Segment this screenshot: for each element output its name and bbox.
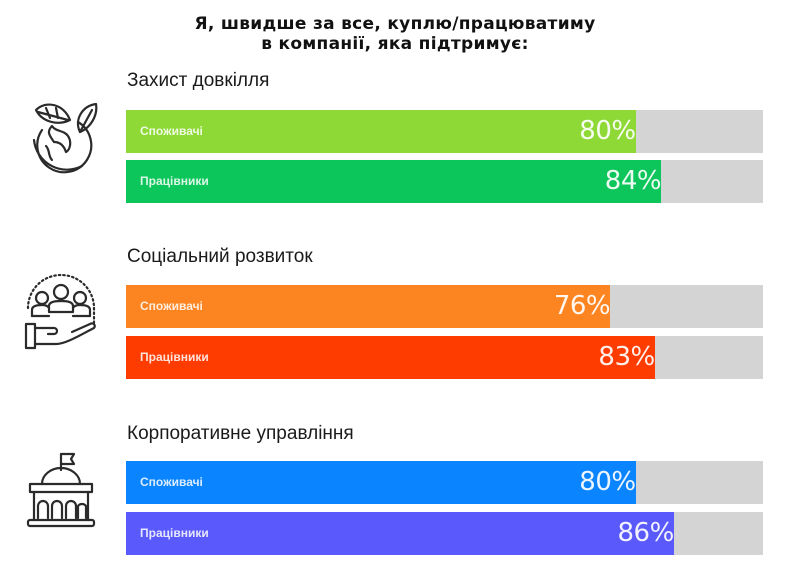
bar-value: 83% — [598, 342, 655, 372]
bar-label: Працівники — [140, 350, 209, 364]
bar-social-consumers: Споживачі 76% — [126, 285, 611, 328]
bar-value: 80% — [579, 116, 636, 146]
section-title-governance: Корпоративне управління — [127, 423, 354, 444]
bar-label: Споживачі — [140, 475, 203, 489]
bar-label: Споживачі — [140, 124, 203, 138]
bar-value: 76% — [553, 291, 611, 321]
bar-value: 84% — [604, 166, 662, 196]
bar-track-governance-employees: Працівники 86% — [126, 512, 763, 555]
bar-label: Працівники — [140, 174, 209, 188]
chart-title: Я, швидше за все, куплю/працюватиму в ко… — [0, 14, 790, 54]
bar-value: 86% — [617, 518, 675, 548]
bar-environment-employees: Працівники 84% — [126, 160, 662, 203]
section-title-environment: Захист довкілля — [127, 70, 270, 91]
chart-title-line1: Я, швидше за все, куплю/працюватиму — [194, 14, 596, 34]
bar-governance-consumers: Споживачі 80% — [126, 461, 636, 504]
bar-label: Працівники — [140, 526, 209, 540]
bar-track-governance-consumers: Споживачі 80% — [126, 461, 763, 504]
hand-people-icon — [20, 272, 102, 352]
bar-track-environment-employees: Працівники 84% — [126, 160, 763, 203]
bar-social-employees: Працівники 83% — [126, 336, 655, 379]
bar-environment-consumers: Споживачі 80% — [126, 110, 636, 153]
section-title-social: Соціальний розвиток — [127, 246, 313, 267]
chart-title-line2: в компанії, яка підтримує: — [261, 34, 529, 54]
bar-track-social-employees: Працівники 83% — [126, 336, 763, 379]
bar-track-environment-consumers: Споживачі 80% — [126, 110, 763, 153]
bar-value: 80% — [579, 467, 636, 497]
bar-label: Споживачі — [140, 299, 203, 313]
bar-track-social-consumers: Споживачі 76% — [126, 285, 763, 328]
bar-governance-employees: Працівники 86% — [126, 512, 674, 555]
globe-leaves-icon — [20, 96, 102, 176]
government-building-icon — [20, 450, 102, 530]
